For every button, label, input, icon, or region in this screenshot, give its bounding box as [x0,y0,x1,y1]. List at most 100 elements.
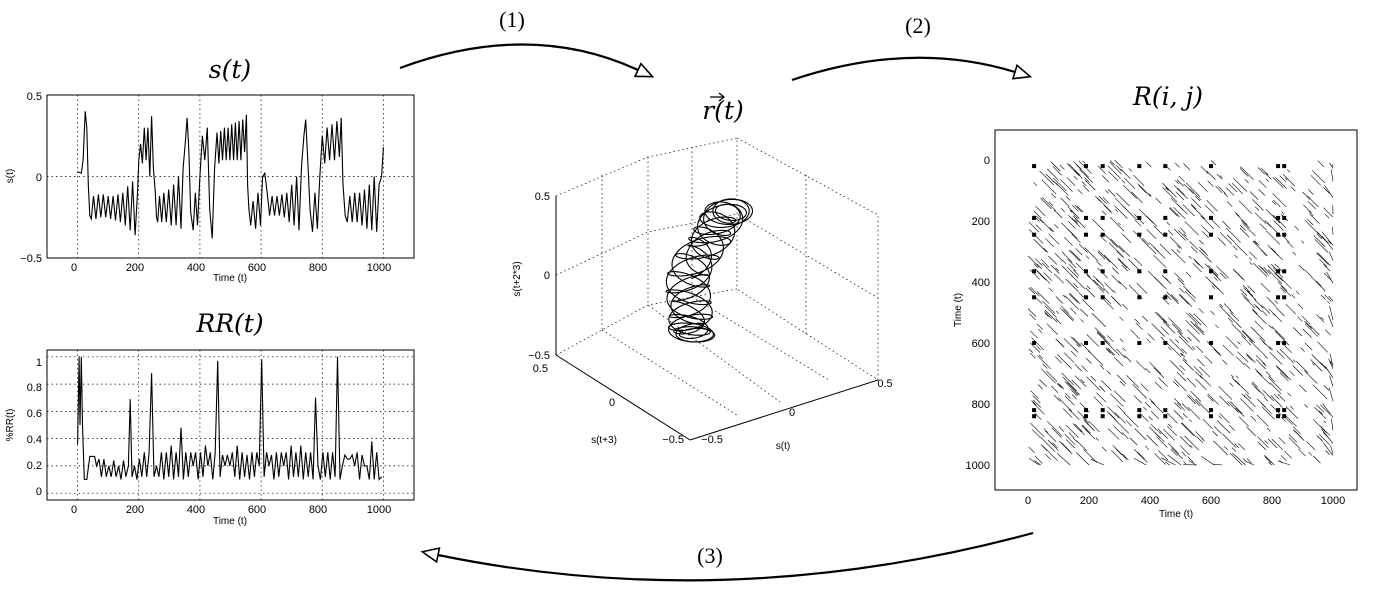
recurrence-segment [1254,386,1260,392]
recurrence-segment [1054,223,1059,229]
recurrence-segment [1241,222,1256,237]
recurrence-segment [1096,332,1108,343]
recurrence-segment [1073,282,1079,289]
timeseries-title: s(t) [209,55,251,84]
recurrence-segment [1073,170,1083,179]
recurrence-segment [1062,259,1067,265]
recurrence-segment [1177,229,1189,241]
recurrence-segment [1188,312,1202,326]
recurrence-segment [1028,458,1040,466]
recurrence-segment [1031,429,1041,439]
recurrence-segment [1277,460,1291,466]
recurrence-segment [1170,449,1178,456]
timeseries-y-label: s(t) [5,169,16,183]
recurrence-segment [1267,265,1282,280]
recurrence-segment [1103,254,1119,269]
recurrence-segment [1080,319,1084,323]
recurrence-segment [1141,315,1149,322]
recurrence-block [1276,295,1281,300]
recurrence-block [1209,295,1213,300]
recurrence-segment [1041,179,1057,195]
recurrence-segment [1324,294,1332,302]
recurrence-segment [1071,379,1082,390]
recurrence-segment [1162,187,1178,203]
recurrence-segment [1239,227,1250,238]
recurrence-segment [1241,219,1250,229]
recurrence-segment [1253,298,1264,309]
recurrence-block [1100,215,1105,220]
recurrence-segment [1028,348,1034,353]
recurrence-segment [1040,258,1050,268]
recurrence-segment [1230,374,1234,378]
recurrence-segment [1090,458,1105,466]
recurrence-segment [1032,399,1042,408]
recurrence-segment [1193,313,1207,327]
recurrence-x-label: Time (t) [1159,509,1193,520]
recurrence-segment [1271,438,1284,451]
recurrence-segment [1148,416,1153,421]
recurrence-segment [1090,375,1097,382]
recurrence-block [1276,269,1281,274]
recurrence-segment [1272,312,1277,317]
recurrence-segment [1033,181,1038,187]
recurrence-segment [1228,183,1238,193]
recurrence-segment [1279,460,1283,464]
recurrence-segment [1113,390,1126,403]
recurrence-segment [1146,161,1152,168]
recurrence-segment [1179,353,1184,357]
rp-x-tick-400: 400 [1141,495,1159,507]
recurrence-segment [1237,341,1241,345]
recurrence-segment [1150,400,1164,414]
recurrence-segment [1073,269,1080,276]
recurrence-segment [1109,160,1115,166]
recurrence-segment [1169,236,1183,249]
recurrence-segment [1033,210,1042,219]
recurrence-block [1137,295,1142,300]
recurrence-block [1282,408,1287,413]
recurrence-segment [1316,435,1324,442]
recurrence-segment [1085,429,1096,440]
recurrence-segment [1059,164,1065,170]
recurrence-segment [1172,380,1180,388]
recurrence-segment [1210,160,1217,166]
recurrence-segment [1028,287,1036,295]
recurrence-segment [1141,239,1157,255]
recurrence-segment [1136,282,1148,294]
recurrence-segment [1229,309,1234,314]
recurrence-segment [1256,414,1269,427]
recurrence-segment [1115,164,1123,172]
recurrence-segment [1222,344,1234,356]
recurrence-segment [1085,357,1092,364]
recurrence-segment [1298,264,1305,271]
recurrence-segment [1320,316,1324,321]
recurrence-segment [1297,316,1303,322]
rp-y-tick-1000: 1000 [966,460,990,472]
recurrence-block [1084,232,1088,237]
recurrence-segment [1063,338,1079,353]
recurrence-segment [1069,209,1073,213]
recurrence-segment [1116,192,1130,207]
recurrence-segment [1150,410,1159,420]
recurrence-segment [1308,189,1314,195]
recurrence-segment [1103,205,1113,214]
recurrence-segment [1270,395,1283,408]
recurrence-segment [1053,394,1061,402]
recurrence-segment [1277,281,1288,292]
recurrence-segment [1280,285,1292,297]
recurrence-segment [1070,250,1082,262]
recurrence-segment [1306,441,1316,451]
rp-x-tick-1000: 1000 [1321,495,1345,507]
recurrence-segment [1182,204,1195,217]
recurrence-segment [1060,197,1070,207]
recurrence-segment [1176,245,1181,249]
recurrence-segment [1031,400,1037,406]
recurrence-segment [1114,412,1126,424]
recurrence-segment [1036,345,1041,351]
recurrence-segment [1206,199,1218,212]
recurrence-segment [1069,293,1081,304]
recurrence-segment [1182,359,1194,371]
recurrence-segment [1086,274,1099,286]
recurrence-block [1276,232,1281,237]
recurrence-segment [1324,365,1334,379]
recurrence-segment [1186,395,1196,405]
